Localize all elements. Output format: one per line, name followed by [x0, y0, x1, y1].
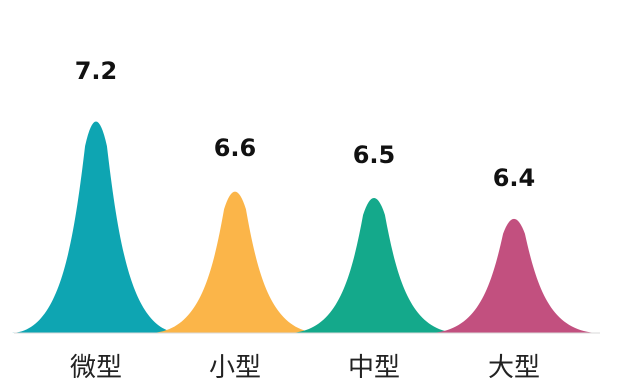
- value-label-4: 6.4: [493, 164, 536, 192]
- category-label-2: 小型: [209, 353, 261, 378]
- category-label-1: 微型: [70, 353, 122, 378]
- peak-2: [151, 191, 319, 333]
- peak-3: [290, 197, 458, 333]
- value-label-1: 7.2: [75, 57, 118, 85]
- value-label-3: 6.5: [353, 141, 396, 169]
- value-labels-group: 7.2 6.6 6.5 6.4: [75, 57, 536, 192]
- peak-1: [12, 121, 180, 334]
- peaks-group: [12, 121, 598, 334]
- peak-4: [430, 218, 598, 333]
- category-label-3: 中型: [348, 353, 400, 378]
- category-label-4: 大型: [488, 353, 540, 378]
- category-labels-group: 微型 小型 中型 大型: [70, 353, 540, 378]
- value-label-2: 6.6: [214, 134, 257, 162]
